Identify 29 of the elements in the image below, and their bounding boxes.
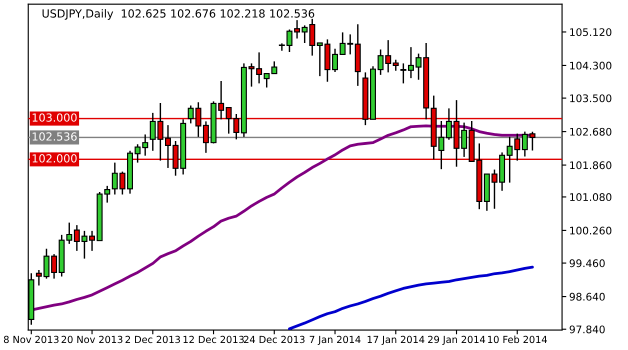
x-tick-label: 7 Jan 2014 xyxy=(310,336,361,345)
candlestick xyxy=(271,60,278,75)
y-tick-label: 97.840 xyxy=(570,325,605,334)
y-tick-label: 104.300 xyxy=(570,62,612,70)
candlestick xyxy=(66,222,72,245)
y-tick-label: 103.500 xyxy=(570,94,612,102)
y-tick-label: 101.860 xyxy=(570,161,612,170)
y-tick-label: 105.120 xyxy=(570,28,612,36)
x-tick-label: 20 Nov 2013 xyxy=(62,336,122,344)
chart-title: USDJPY,Daily 102.625 102.676 102.218 102.536 xyxy=(42,9,314,20)
x-tick-label: 24 Dec 2013 xyxy=(244,336,305,344)
ref-line-label: 102.000 xyxy=(32,154,77,163)
y-tick-label: 98.640 xyxy=(570,292,605,301)
line-series xyxy=(288,266,534,330)
y-tick-label: 101.080 xyxy=(570,193,612,202)
candlestick xyxy=(309,18,316,56)
ref-line-label: 102.536 xyxy=(32,132,77,141)
candlestick xyxy=(188,104,194,124)
x-tick-label: 10 Feb 2014 xyxy=(488,336,547,344)
x-tick-label: 29 Jan 2014 xyxy=(428,336,486,345)
y-tick-label: 99.460 xyxy=(570,259,605,268)
y-tick-label: 100.260 xyxy=(570,226,612,235)
ref-line-label: 103.000 xyxy=(32,113,77,122)
x-tick-label: 8 Nov 2013 xyxy=(4,336,59,344)
x-tick-label: 17 Jan 2014 xyxy=(368,336,424,345)
candlestick xyxy=(392,59,399,72)
x-tick-label: 2 Dec 2013 xyxy=(126,336,180,344)
y-tick-label: 102.680 xyxy=(570,128,612,136)
x-tick-label: 12 Dec 2013 xyxy=(184,336,244,344)
